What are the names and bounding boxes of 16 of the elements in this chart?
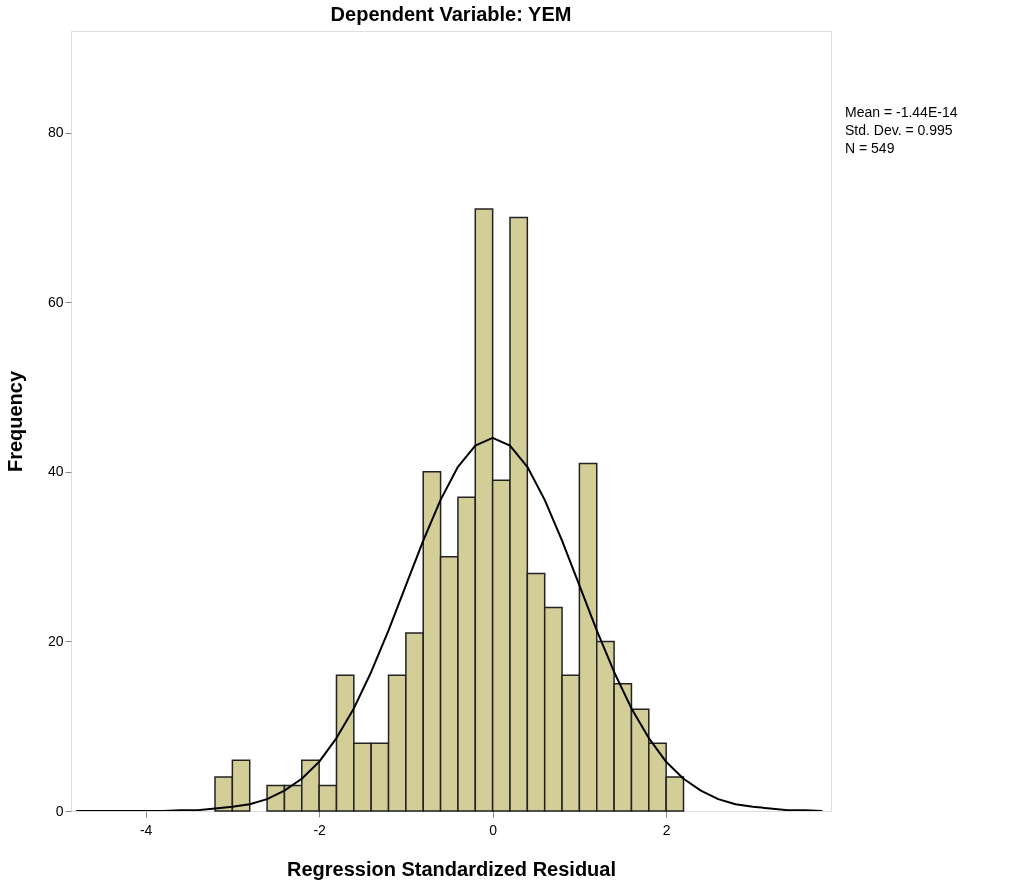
- text: Mean = -1.44E-14: [845, 104, 958, 120]
- x-axis-title: Regression Standardized Residual: [287, 857, 616, 880]
- x-tick-label: 0: [489, 821, 498, 838]
- text: Std. Dev. = 0.995: [845, 122, 953, 138]
- x-tick-label: 2: [662, 821, 671, 838]
- y-tick-label: 40: [47, 463, 64, 480]
- y-tick-label: 20: [47, 632, 64, 649]
- chart-title: Dependent Variable: YEM: [330, 3, 572, 25]
- y-tick-label: 80: [47, 124, 64, 141]
- y-tick-label: 60: [47, 293, 64, 310]
- y-tick-label: 0: [55, 802, 64, 819]
- line-series: [75, 436, 824, 811]
- text: N = 549: [845, 140, 895, 156]
- x-tick-label: -2: [313, 821, 327, 838]
- x-tick-label: -4: [139, 821, 153, 838]
- y-axis-title: Frequency: [3, 370, 26, 473]
